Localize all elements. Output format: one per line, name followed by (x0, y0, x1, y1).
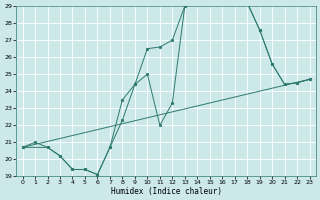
X-axis label: Humidex (Indice chaleur): Humidex (Indice chaleur) (111, 187, 221, 196)
